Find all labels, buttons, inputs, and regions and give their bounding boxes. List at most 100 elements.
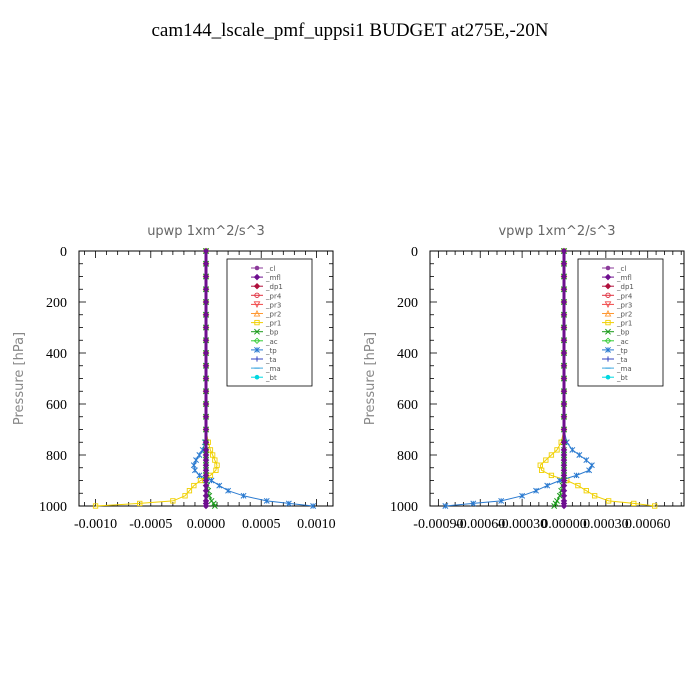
- data-point-mfl: [202, 388, 210, 395]
- data-point-tp: [588, 462, 595, 469]
- legend-marker: [605, 374, 611, 380]
- data-point-mfl: [560, 298, 568, 306]
- legend-label: _pr4: [265, 292, 282, 300]
- data-point-mfl: [202, 337, 210, 344]
- panel-title: vpwp 1xm^2/s^3: [498, 224, 615, 239]
- legend-marker: [604, 273, 612, 281]
- legend-marker: [605, 319, 611, 326]
- y-tick-label: 600: [397, 398, 418, 413]
- data-point-mfl: [202, 439, 210, 446]
- legend-marker: [604, 337, 612, 345]
- legend-label: _dp1: [616, 283, 634, 291]
- legend-label: _pr3: [616, 301, 632, 309]
- data-point-mfl: [560, 413, 568, 420]
- legend-label: _bp: [616, 329, 630, 337]
- y-tick-label: 400: [397, 347, 418, 362]
- data-point-pr1: [538, 467, 545, 473]
- figure-title: cam144_lscale_pmf_uppsi1 BUDGET at275E,-…: [151, 20, 549, 41]
- data-point-tp: [285, 500, 292, 507]
- legend-label: _ma: [616, 365, 632, 373]
- data-point-pr1: [214, 462, 220, 468]
- data-point-mfl: [560, 426, 568, 433]
- data-point-mfl: [560, 247, 568, 255]
- data-point-pr1: [631, 500, 637, 507]
- legend-marker: [253, 337, 261, 345]
- x-tick-label: -0.00030: [497, 517, 547, 532]
- data-point-tp: [208, 477, 215, 484]
- y-tick-label: 1000: [390, 500, 418, 515]
- legend-label: _cl: [616, 265, 626, 273]
- x-tick-label: 0.0005: [242, 517, 281, 532]
- legend-marker: [605, 356, 611, 362]
- data-point-pr1: [605, 498, 612, 504]
- data-point-pr1: [554, 447, 560, 453]
- y-tick-label: 1000: [39, 500, 67, 515]
- legend-label: _tp: [265, 347, 277, 355]
- x-tick-label: -0.00090: [413, 517, 463, 532]
- legend-label: _ta: [616, 356, 628, 364]
- data-point-mfl: [202, 247, 210, 255]
- legend-label: _ma: [265, 365, 281, 373]
- data-point-mfl: [202, 362, 210, 369]
- data-point-mfl: [202, 400, 210, 408]
- legend-marker: [254, 356, 260, 362]
- data-point-tp: [573, 472, 580, 479]
- y-tick-label: 400: [46, 347, 67, 362]
- legend-label: _dp1: [265, 283, 283, 291]
- data-point-mfl: [202, 324, 210, 331]
- legend-label: _bt: [265, 374, 277, 382]
- y-tick-label: 600: [46, 398, 67, 413]
- legend-label: _pr4: [616, 292, 633, 300]
- data-point-pr1: [92, 503, 99, 509]
- legend-label: _tp: [616, 347, 628, 355]
- legend-marker: [605, 346, 611, 353]
- legend-label: _ta: [265, 356, 277, 364]
- data-point-mfl: [560, 311, 568, 318]
- legend-label: _pr2: [265, 311, 281, 319]
- data-point-tp: [263, 497, 270, 504]
- data-point-pr1: [592, 493, 598, 499]
- legend-label: _pr2: [616, 311, 632, 319]
- data-point-tp: [586, 467, 593, 474]
- data-point-pr1: [575, 482, 581, 489]
- legend-label: _mfl: [616, 274, 632, 282]
- y-tick-label: 800: [46, 449, 67, 464]
- data-point-pr1: [548, 472, 555, 479]
- data-point-tp: [310, 503, 317, 509]
- data-point-pr1: [186, 488, 193, 494]
- x-tick-label: -0.0010: [74, 517, 117, 532]
- data-point-mfl: [202, 311, 210, 318]
- legend-marker: [253, 301, 261, 309]
- data-point-tp: [225, 487, 232, 494]
- legend-label: _ac: [616, 338, 629, 346]
- data-point-pr1: [537, 462, 543, 468]
- x-tick-label: 0.0010: [297, 517, 336, 532]
- data-point-tp: [193, 457, 200, 464]
- data-point-mfl: [560, 286, 568, 293]
- y-axis-label: Pressure [hPa]: [363, 332, 378, 425]
- data-point-bp: [551, 503, 558, 509]
- data-point-pr1: [197, 477, 204, 484]
- legend-marker: [254, 346, 260, 353]
- data-point-mfl: [560, 337, 568, 344]
- data-point-mfl: [202, 286, 210, 293]
- data-point-tp: [240, 492, 247, 499]
- data-point-pr1: [213, 467, 219, 473]
- data-point-mfl: [560, 349, 568, 357]
- data-point-mfl: [560, 400, 568, 408]
- y-tick-label: 800: [397, 449, 418, 464]
- data-point-mfl: [560, 502, 568, 510]
- data-point-tp: [190, 462, 197, 469]
- data-point-tp: [442, 503, 449, 509]
- y-tick-label: 0: [411, 245, 418, 260]
- data-point-mfl: [560, 273, 568, 280]
- chart-panel-2: vpwp 1xm^2/s^3 Pressure [hPa] 0 200 400 600 80…: [363, 224, 685, 532]
- data-point-mfl: [202, 426, 210, 433]
- data-point-pr1: [548, 452, 555, 458]
- legend-marker: [254, 292, 260, 298]
- legend-marker: [254, 265, 260, 271]
- data-point-mfl: [202, 260, 210, 267]
- data-point-tp: [576, 452, 583, 458]
- data-point-tp: [216, 482, 223, 489]
- legend-marker: [605, 328, 611, 335]
